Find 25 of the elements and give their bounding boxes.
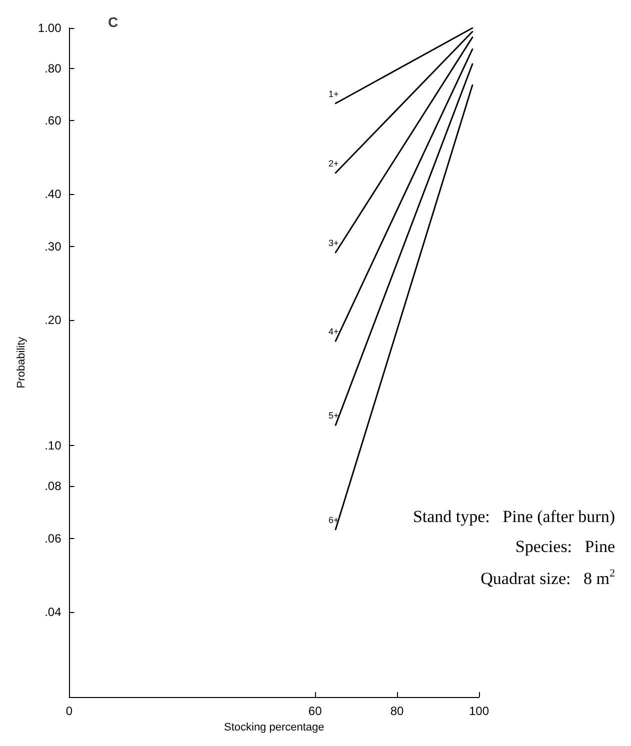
y-tick-label: 1.00 [38,21,62,35]
y-tick-label: .06 [44,531,62,546]
x-tick-label: 0 [66,704,73,718]
annotation: Stand type: Pine (after burn) [412,507,616,526]
series-label: 2+ [328,158,339,168]
series-label: 3+ [328,238,339,248]
x-tick-label: 80 [390,704,404,718]
series-label: 4+ [328,326,339,337]
y-axis-title: Probability [16,336,28,388]
x-tick-label: 60 [308,704,322,718]
series-label: 6+ [328,514,339,525]
series-label: 5+ [328,410,339,421]
series-label: 1+ [328,88,339,99]
y-tick-label: .08 [44,479,62,494]
y-tick-label: .04 [44,604,62,619]
x-axis-title: Stocking percentage [224,722,324,734]
x-tick-label: 100 [468,704,490,718]
y-tick-label: .10 [44,438,62,453]
y-tick-label: .80 [44,61,62,76]
chart-title: C [108,14,118,30]
y-tick-label: .20 [44,312,62,327]
text: Species: Pine [515,537,616,556]
y-tick-label: .30 [44,239,62,254]
y-tick-label: .40 [44,187,62,202]
y-tick-label: .60 [44,114,62,128]
